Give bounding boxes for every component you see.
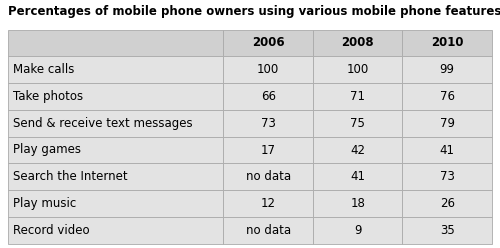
- Text: 17: 17: [260, 144, 276, 156]
- Text: Search the Internet: Search the Internet: [13, 170, 128, 183]
- Text: 66: 66: [260, 90, 276, 103]
- Text: no data: no data: [246, 224, 290, 237]
- Text: 41: 41: [440, 144, 454, 156]
- Text: no data: no data: [246, 170, 290, 183]
- Text: Send & receive text messages: Send & receive text messages: [13, 117, 192, 130]
- Text: 42: 42: [350, 144, 365, 156]
- Text: 2010: 2010: [431, 36, 464, 50]
- Text: 12: 12: [260, 197, 276, 210]
- Text: 2008: 2008: [342, 36, 374, 50]
- Text: 100: 100: [346, 63, 369, 76]
- Text: 79: 79: [440, 117, 454, 130]
- Text: 2006: 2006: [252, 36, 284, 50]
- Text: Play games: Play games: [13, 144, 81, 156]
- Text: 75: 75: [350, 117, 365, 130]
- Text: 73: 73: [260, 117, 276, 130]
- Text: 18: 18: [350, 197, 365, 210]
- Text: 76: 76: [440, 90, 454, 103]
- Text: Record video: Record video: [13, 224, 90, 237]
- Text: Take photos: Take photos: [13, 90, 83, 103]
- Text: 99: 99: [440, 63, 454, 76]
- Text: 71: 71: [350, 90, 365, 103]
- Text: Percentages of mobile phone owners using various mobile phone features: Percentages of mobile phone owners using…: [8, 5, 500, 19]
- Text: 100: 100: [257, 63, 280, 76]
- Text: 41: 41: [350, 170, 365, 183]
- Text: 73: 73: [440, 170, 454, 183]
- Text: 9: 9: [354, 224, 362, 237]
- Text: Make calls: Make calls: [13, 63, 74, 76]
- Text: 26: 26: [440, 197, 454, 210]
- Text: Play music: Play music: [13, 197, 76, 210]
- Text: 35: 35: [440, 224, 454, 237]
